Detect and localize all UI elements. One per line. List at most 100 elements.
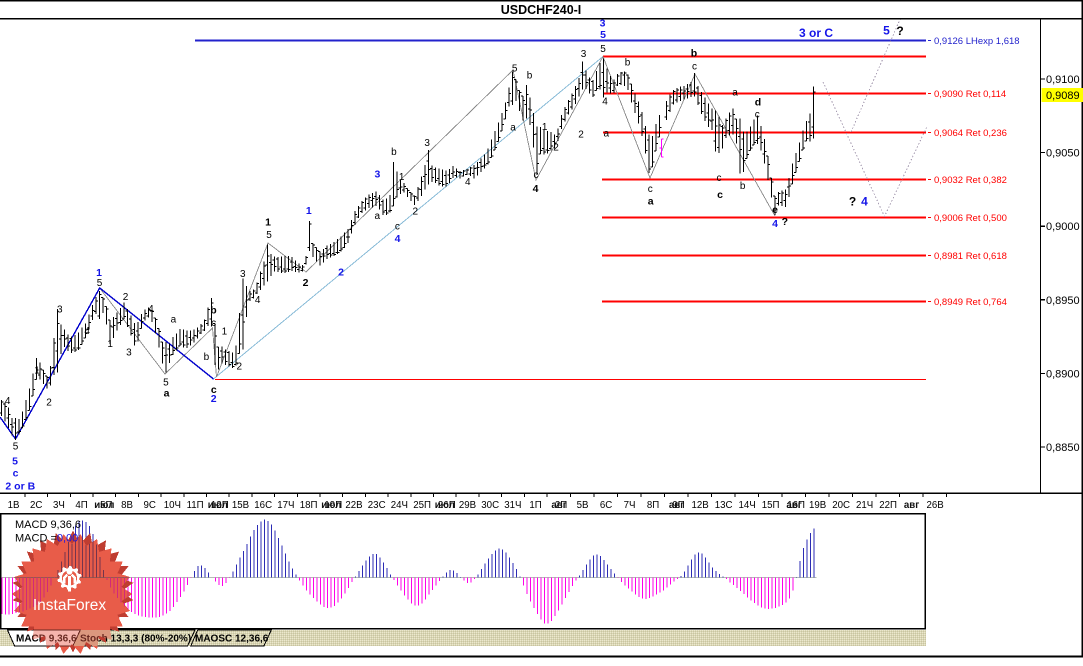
svg-text:8В: 8В [121,500,133,511]
svg-text:30С: 30С [481,500,499,511]
svg-text:0,8950: 0,8950 [1046,295,1080,307]
svg-text:2: 2 [123,292,129,303]
svg-text:0,8850: 0,8850 [1046,442,1080,454]
svg-text:4: 4 [5,396,11,407]
svg-text:2: 2 [211,393,217,405]
svg-text:5: 5 [600,29,606,41]
svg-text:?: ? [782,216,788,228]
svg-text:4: 4 [772,218,778,230]
svg-text:0,8949 Ret 0,764: 0,8949 Ret 0,764 [934,297,1007,308]
svg-text:3: 3 [581,49,587,60]
svg-text:4: 4 [533,183,539,195]
svg-text:2С: 2С [30,500,42,511]
svg-text:a: a [375,211,381,222]
svg-text:15П: 15П [762,500,780,511]
svg-text:0,9089: 0,9089 [1046,90,1080,102]
svg-text:2: 2 [553,143,559,154]
svg-text:5: 5 [12,456,18,468]
svg-text:b: b [527,71,533,82]
svg-text:a: a [732,88,738,99]
svg-text:авг: авг [551,500,566,511]
svg-text:1В: 1В [8,500,20,511]
svg-text:3 or C: 3 or C [799,26,833,40]
svg-text:b: b [740,181,746,192]
svg-text:4: 4 [255,295,261,306]
svg-text:24Ч: 24Ч [391,500,408,511]
svg-text:2: 2 [578,130,584,141]
svg-text:3: 3 [424,138,430,149]
svg-text:0,8900: 0,8900 [1046,368,1080,380]
svg-text:1: 1 [399,172,405,183]
svg-text:3: 3 [600,18,606,30]
svg-text:14Ч: 14Ч [738,500,755,511]
svg-text:d: d [755,96,761,108]
svg-text:0,9032 Ret 0,382: 0,9032 Ret 0,382 [934,175,1007,186]
svg-text:5В: 5В [577,500,589,511]
svg-text:9С: 9С [144,500,156,511]
svg-text:1: 1 [34,366,40,377]
svg-text:4: 4 [84,326,90,337]
svg-text:3: 3 [57,304,63,315]
svg-text:4: 4 [395,233,401,245]
svg-text:4: 4 [465,177,471,188]
svg-text:b: b [691,47,697,59]
svg-text:2: 2 [237,362,243,373]
svg-text:0,9126 LHexp 1,618: 0,9126 LHexp 1,618 [934,36,1020,47]
svg-text:0,9006 Ret 0,500: 0,9006 Ret 0,500 [934,213,1007,224]
svg-text:17Ч: 17Ч [277,500,294,511]
svg-text:4П: 4П [75,500,87,511]
svg-text:a: a [604,129,610,140]
svg-text:b: b [625,57,631,68]
svg-text:19В: 19В [809,500,826,511]
svg-text:?: ? [896,24,903,38]
svg-text:26В: 26В [926,500,943,511]
svg-text:c: c [211,318,216,329]
svg-text:c: c [717,189,723,201]
svg-text:16С: 16С [254,500,272,511]
svg-text:c: c [648,184,653,195]
svg-text:5: 5 [97,278,103,289]
svg-text:MACD 9,36,6: MACD 9,36,6 [15,519,81,531]
svg-text:июл: июл [208,500,228,511]
svg-text:2: 2 [303,277,309,289]
svg-text:3: 3 [240,269,246,280]
svg-text:31Ч: 31Ч [504,500,521,511]
svg-text:0,9100: 0,9100 [1046,74,1080,86]
svg-text:MAOSC 12,36,6: MAOSC 12,36,6 [195,634,269,645]
svg-text:b: b [204,352,210,363]
svg-text:b: b [391,147,397,158]
svg-text:2 or B: 2 or B [5,481,35,493]
svg-text:5: 5 [883,24,890,38]
svg-text:e: e [772,204,778,216]
svg-text:b: b [210,305,216,317]
svg-text:2: 2 [46,398,52,409]
svg-text:?: ? [849,194,856,208]
svg-text:5: 5 [600,44,606,55]
svg-text:a: a [171,315,177,326]
svg-text:0,9050: 0,9050 [1046,148,1080,160]
svg-text:5: 5 [512,63,518,74]
svg-text:20С: 20С [832,500,850,511]
svg-text:1: 1 [306,205,312,217]
svg-text:3: 3 [374,169,380,181]
svg-text:c: c [692,61,697,72]
svg-text:22П: 22П [879,500,897,511]
svg-text:5: 5 [266,230,272,241]
svg-text:авг: авг [669,500,684,511]
svg-text:1: 1 [222,327,228,338]
svg-text:1: 1 [96,267,102,279]
svg-text:8П: 8П [647,500,659,511]
svg-text:июл: июл [435,500,455,511]
svg-text:7Ч: 7Ч [624,500,636,511]
svg-text:c: c [13,468,19,480]
svg-text:0,9000: 0,9000 [1046,221,1080,233]
svg-text:июл: июл [94,500,114,511]
svg-text:4: 4 [602,96,608,107]
svg-text:a: a [648,195,654,207]
svg-text:4: 4 [861,194,868,208]
svg-text:23С: 23С [368,500,386,511]
svg-text:авг: авг [786,500,801,511]
svg-text:3Ч: 3Ч [53,500,65,511]
svg-text:c: c [717,173,722,184]
svg-text:USDCHF240-I: USDCHF240-I [501,3,582,17]
